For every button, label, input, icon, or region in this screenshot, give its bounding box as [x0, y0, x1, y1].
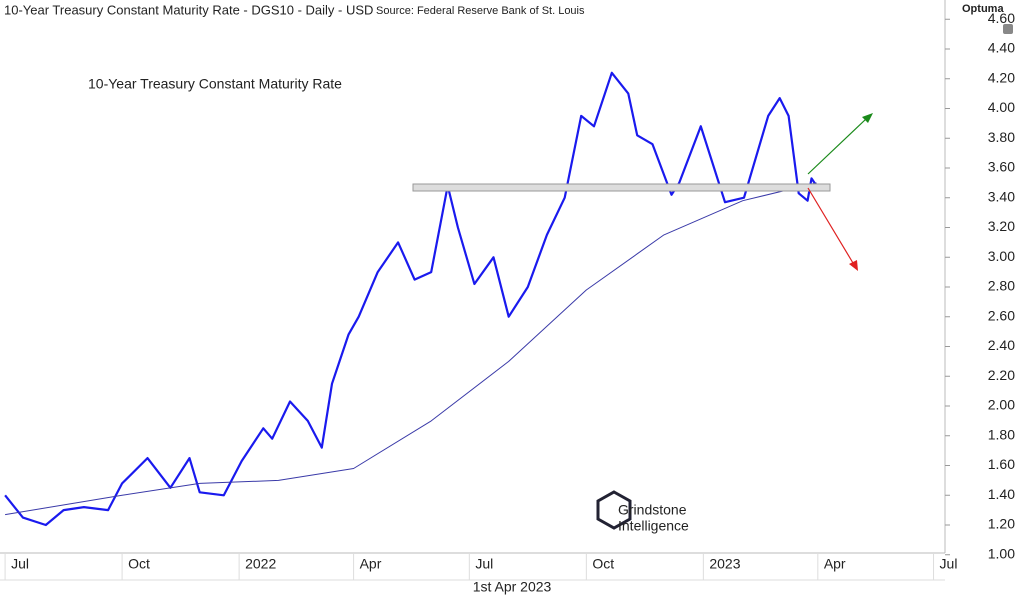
x-tick-label: 2023 — [709, 556, 740, 572]
y-tick-label: 1.40 — [988, 486, 1015, 502]
y-tick-label: 4.20 — [988, 69, 1015, 85]
y-tick-label: 4.00 — [988, 99, 1015, 115]
source: Source: Federal Reserve Bank of St. Loui… — [376, 5, 585, 17]
y-tick-label: 3.60 — [988, 159, 1015, 175]
chart-title: 10-Year Treasury Constant Maturity Rate — [88, 76, 342, 92]
y-tick-label: 1.00 — [988, 545, 1015, 561]
y-tick-label: 1.80 — [988, 426, 1015, 442]
y-tick-label: 4.60 — [988, 10, 1015, 26]
x-tick-label: Oct — [128, 556, 150, 572]
y-tick-label: 2.60 — [988, 307, 1015, 323]
down-arrowhead — [849, 260, 858, 271]
x-tick-label: Oct — [592, 556, 614, 572]
up-arrow — [807, 118, 867, 175]
header: 10-Year Treasury Constant Maturity Rate … — [4, 2, 373, 17]
y-tick-label: 1.60 — [988, 456, 1015, 472]
x-tick-label: 2022 — [245, 556, 276, 572]
y-tick-label: 2.80 — [988, 278, 1015, 294]
down-arrow — [807, 187, 854, 264]
y-tick-label: 2.20 — [988, 367, 1015, 383]
y-tick-label: 1.20 — [988, 516, 1015, 532]
series-line — [5, 182, 817, 516]
brand: Optuma — [962, 3, 1004, 15]
x-tick-label: Jul — [940, 556, 958, 572]
support-band — [412, 183, 831, 192]
date-label: 1st Apr 2023 — [473, 579, 552, 595]
y-tick-label: 3.40 — [988, 188, 1015, 204]
y-tick-label: 3.00 — [988, 248, 1015, 264]
y-tick-label: 4.40 — [988, 40, 1015, 56]
y-tick-label: 3.20 — [988, 218, 1015, 234]
x-tick-label: Jul — [11, 556, 29, 572]
lock-icon[interactable] — [1003, 24, 1013, 34]
watermark: Grindstone — [618, 502, 687, 518]
logo — [596, 490, 632, 530]
up-arrowhead — [862, 113, 873, 123]
y-tick-label: 2.00 — [988, 397, 1015, 413]
y-tick-label: 3.80 — [988, 129, 1015, 145]
x-tick-label: Apr — [824, 556, 846, 572]
watermark: Intelligence — [618, 518, 689, 534]
y-tick-label: 2.40 — [988, 337, 1015, 353]
x-tick-label: Jul — [475, 556, 493, 572]
x-tick-label: Apr — [360, 556, 382, 572]
